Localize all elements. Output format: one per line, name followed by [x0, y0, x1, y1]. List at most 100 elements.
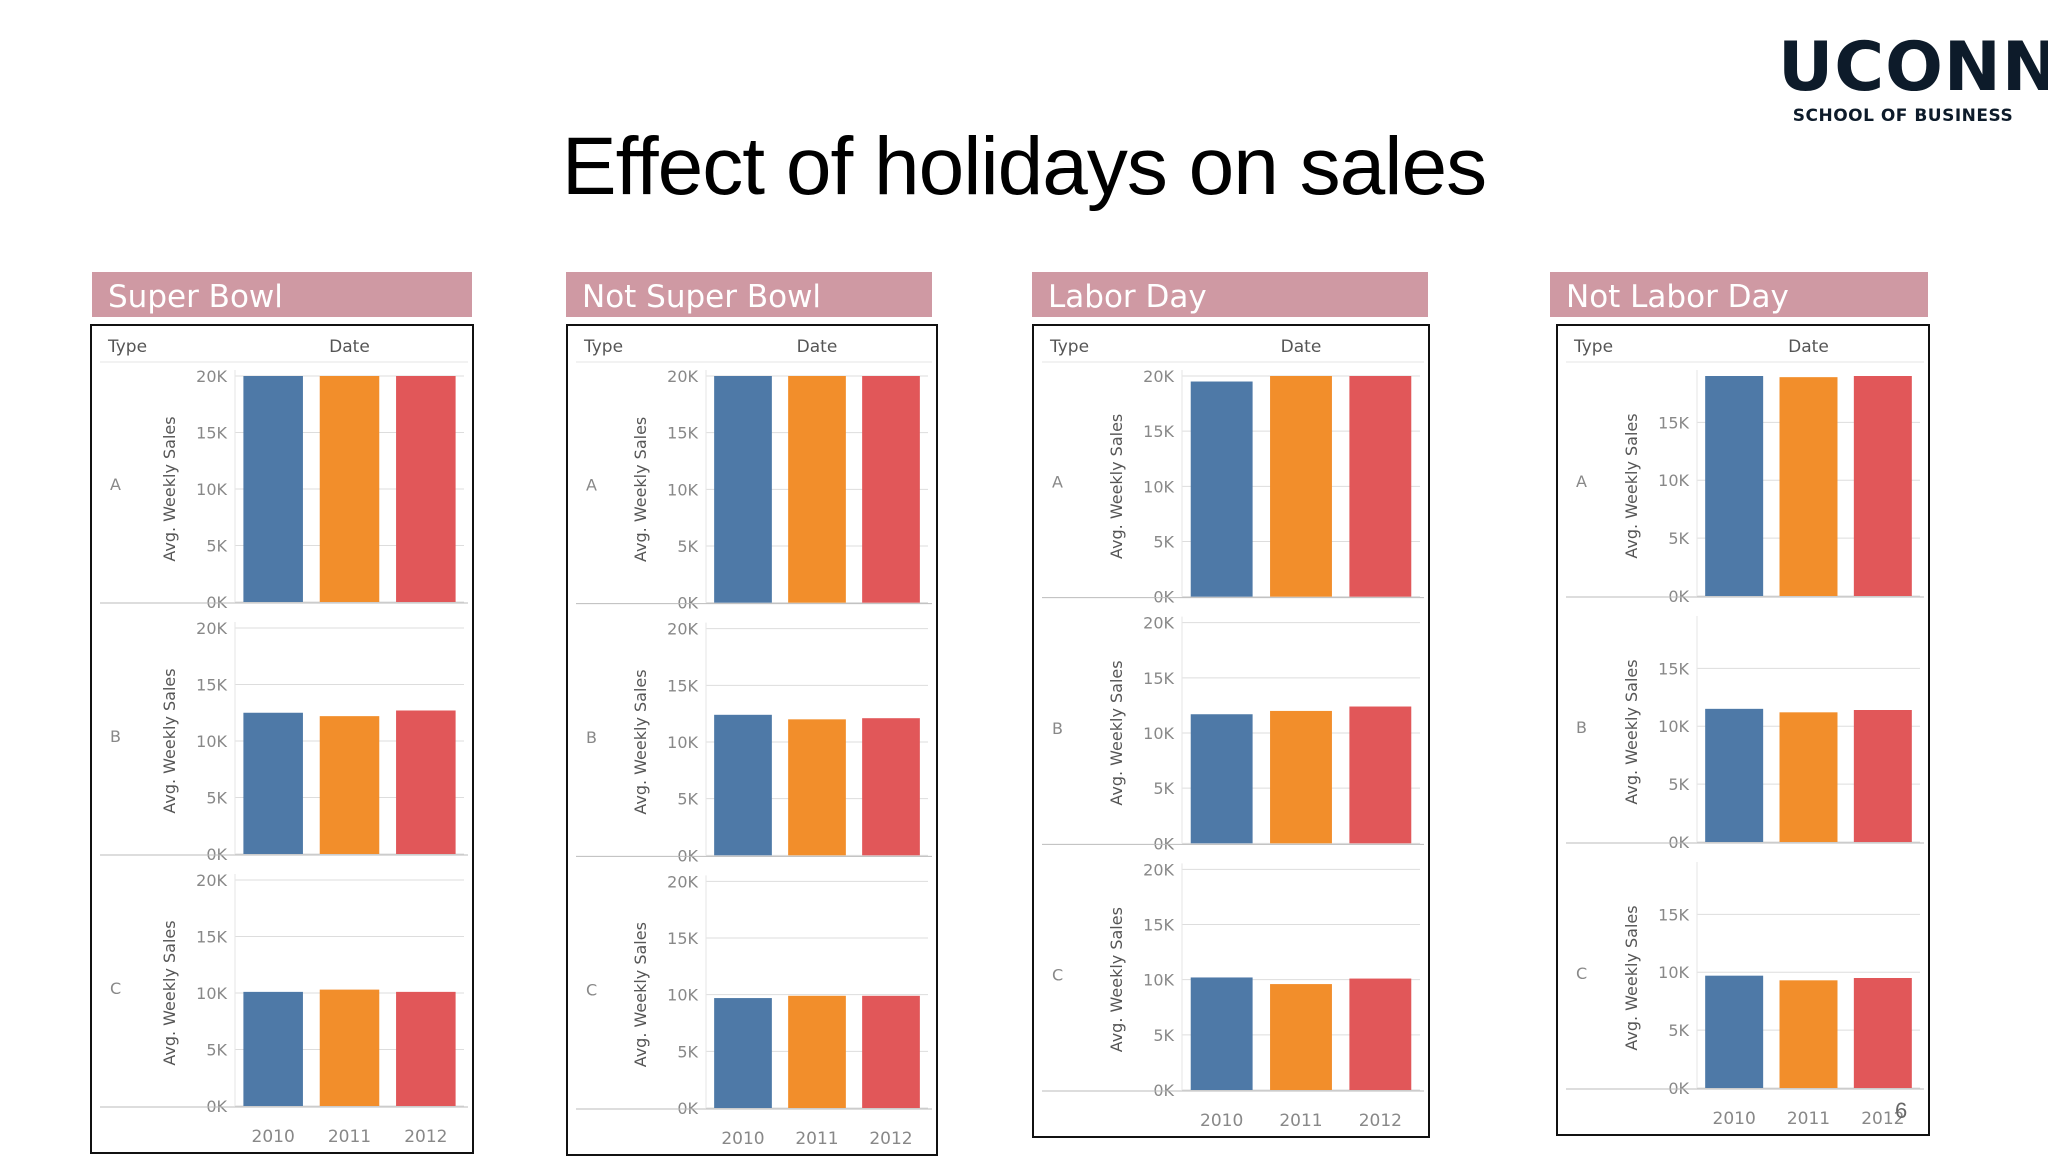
y-axis-title: Avg. Weekly Sales	[631, 417, 650, 562]
y-tick-label: 20K	[1143, 860, 1174, 879]
y-tick-label: 10K	[1143, 971, 1174, 990]
y-axis-title: Avg. Weekly Sales	[1622, 905, 1641, 1050]
page-number: 6	[1895, 1098, 1908, 1123]
y-tick-label: 5K	[206, 789, 227, 808]
bar-labor-day-c-2010	[1190, 977, 1253, 1090]
y-tick-label: 15K	[1143, 422, 1174, 441]
y-tick-label: 15K	[667, 929, 698, 948]
y-tick-label: 5K	[677, 537, 698, 556]
y-tick-label: 15K	[1658, 905, 1689, 924]
y-tick-label: 15K	[196, 928, 227, 947]
y-tick-label: 0K	[677, 594, 698, 613]
row-label-c: C	[586, 981, 597, 1000]
y-tick-label: 15K	[196, 676, 227, 695]
y-tick-label: 15K	[667, 424, 698, 443]
bar-super-bowl-b-2010	[243, 712, 303, 854]
row-label-b: B	[1576, 718, 1587, 737]
y-tick-label: 15K	[1143, 669, 1174, 688]
bar-not-labor-day-c-2010	[1705, 975, 1764, 1088]
y-tick-label: 20K	[1143, 367, 1174, 386]
logo-subtitle: SCHOOL OF BUSINESS	[1792, 106, 2014, 126]
row-label-c: C	[110, 979, 121, 998]
bar-super-bowl-a-2010	[243, 376, 303, 602]
bar-labor-day-a-2011	[1270, 376, 1332, 597]
y-axis-title: Avg. Weekly Sales	[1107, 660, 1126, 805]
bar-not-labor-day-b-2012	[1853, 710, 1912, 842]
y-tick-label: 10K	[1658, 471, 1689, 490]
x-tick-label: 2010	[252, 1127, 295, 1147]
y-tick-label: 10K	[1658, 717, 1689, 736]
y-tick-label: 5K	[206, 1041, 227, 1060]
bar-not-labor-day-a-2012	[1853, 376, 1912, 596]
y-tick-label: 5K	[1668, 529, 1689, 548]
y-tick-label: 15K	[667, 676, 698, 695]
bar-labor-day-c-2011	[1270, 984, 1332, 1090]
chart-panel-super-bowl: Type Date 0K 5K 10K 15K 20K A Avg. Weekly Sales 0…	[90, 324, 474, 1154]
x-tick-label: 2011	[1279, 1111, 1322, 1131]
bar-not-labor-day-c-2012	[1853, 978, 1912, 1088]
y-tick-label: 5K	[1153, 779, 1174, 798]
y-tick-label: 10K	[667, 986, 698, 1005]
chart-panel-labor-day: Type Date 0K 5K 10K 15K 20K A Avg. Weekly Sales 0…	[1032, 324, 1430, 1138]
bar-super-bowl-b-2012	[396, 710, 456, 854]
y-tick-label: 10K	[667, 733, 698, 752]
y-tick-label: 10K	[1143, 724, 1174, 743]
y-axis-title: Avg. Weekly Sales	[1107, 907, 1126, 1052]
x-tick-label: 2010	[1200, 1111, 1243, 1131]
y-axis-title: Avg. Weekly Sales	[160, 416, 179, 561]
y-tick-label: 5K	[1668, 1021, 1689, 1040]
bar-not-labor-day-a-2011	[1779, 377, 1838, 596]
x-tick-label: 2010	[721, 1129, 764, 1149]
x-tick-label: 2010	[1713, 1109, 1756, 1129]
col-header-label: Date	[1281, 337, 1322, 357]
bar-not-super-bowl-c-2010	[714, 998, 772, 1108]
bar-labor-day-b-2010	[1190, 714, 1253, 844]
y-axis-title: Avg. Weekly Sales	[1622, 413, 1641, 558]
panel-header-not-labor-day: Not Labor Day	[1550, 272, 1928, 320]
col-header-label: Date	[797, 337, 838, 357]
panel-header-not-super-bowl: Not Super Bowl	[566, 272, 932, 320]
y-tick-label: 10K	[667, 480, 698, 499]
y-tick-label: 0K	[1153, 588, 1174, 607]
bar-not-super-bowl-a-2011	[788, 376, 846, 603]
row-header-label: Type	[583, 337, 623, 357]
y-axis-title: Avg. Weekly Sales	[160, 668, 179, 813]
y-tick-label: 20K	[1143, 614, 1174, 633]
col-header-label: Date	[329, 337, 370, 357]
bar-not-super-bowl-b-2010	[714, 714, 772, 856]
logo-wordmark: UCONN	[1778, 28, 2048, 107]
y-tick-label: 10K	[1658, 963, 1689, 982]
x-tick-label: 2012	[869, 1129, 912, 1149]
chart-panel-not-super-bowl: Type Date 0K 5K 10K 15K 20K A Avg. Weekly Sales 0…	[566, 324, 938, 1156]
bar-super-bowl-c-2010	[243, 991, 303, 1106]
bar-super-bowl-c-2011	[319, 989, 380, 1106]
row-header-label: Type	[1049, 337, 1089, 357]
x-tick-label: 2011	[1787, 1109, 1830, 1129]
x-tick-label: 2011	[795, 1129, 838, 1149]
bar-not-super-bowl-c-2012	[862, 995, 920, 1108]
x-tick-label: 2011	[328, 1127, 371, 1147]
bar-not-super-bowl-b-2012	[862, 718, 920, 856]
y-axis-title: Avg. Weekly Sales	[1107, 414, 1126, 559]
y-axis-title: Avg. Weekly Sales	[631, 922, 650, 1067]
bar-not-super-bowl-b-2011	[788, 719, 846, 856]
y-tick-label: 10K	[196, 480, 227, 499]
row-header-label: Type	[107, 337, 147, 357]
bar-super-bowl-a-2012	[396, 376, 456, 602]
x-tick-label: 2012	[404, 1127, 447, 1147]
y-tick-label: 20K	[196, 871, 227, 890]
y-tick-label: 20K	[667, 367, 698, 386]
chart-panel-not-labor-day: Type Date 0K 5K 10K 15K A Avg. Weekly Sales 0K 5K…	[1556, 324, 1930, 1136]
bar-super-bowl-c-2012	[396, 991, 456, 1106]
y-tick-label: 20K	[667, 872, 698, 891]
bar-labor-day-c-2012	[1349, 978, 1412, 1090]
y-axis-title: Avg. Weekly Sales	[160, 920, 179, 1065]
bar-super-bowl-a-2011	[319, 376, 380, 602]
y-tick-label: 15K	[1658, 659, 1689, 678]
y-tick-label: 5K	[677, 1042, 698, 1061]
y-axis-title: Avg. Weekly Sales	[1622, 659, 1641, 804]
panel-header-labor-day: Labor Day	[1032, 272, 1428, 320]
